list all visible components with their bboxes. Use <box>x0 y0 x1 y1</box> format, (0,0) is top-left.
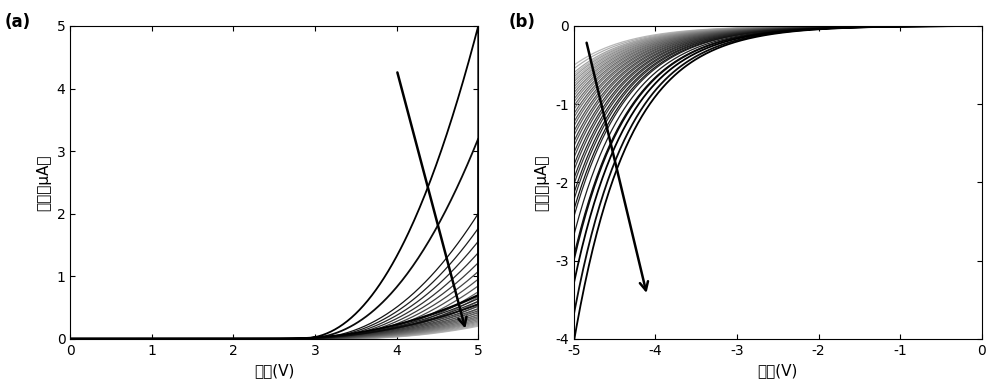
Y-axis label: 电流（μA）: 电流（μA） <box>535 154 550 211</box>
Text: (a): (a) <box>5 13 31 31</box>
X-axis label: 电压(V): 电压(V) <box>758 363 798 378</box>
Y-axis label: 电流（μA）: 电流（μA） <box>36 154 51 211</box>
X-axis label: 电压(V): 电压(V) <box>254 363 294 378</box>
Text: (b): (b) <box>508 13 535 31</box>
